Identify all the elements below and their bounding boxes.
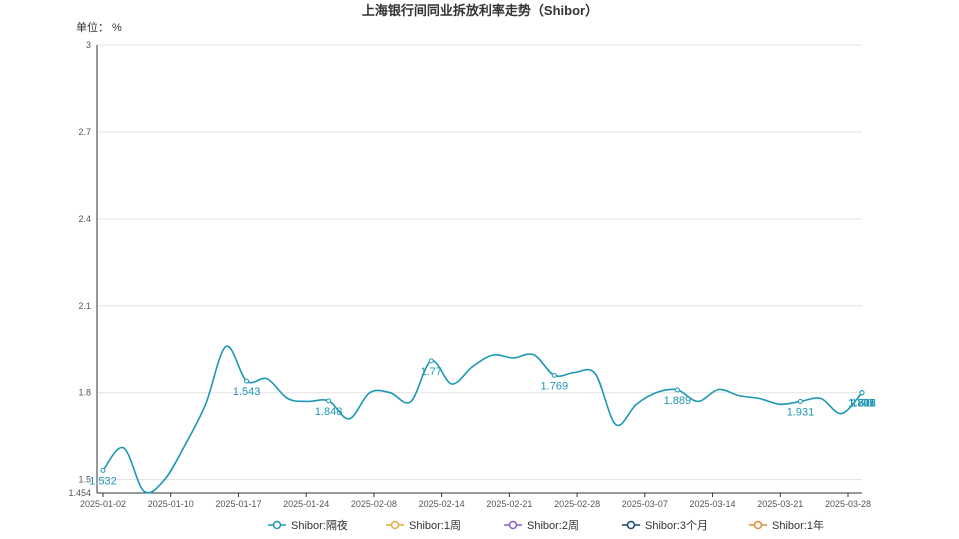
legend-swatch-marker [390, 520, 400, 530]
legend-label: Shibor:1年 [772, 518, 824, 532]
y-tick-label: 1.454 [68, 488, 91, 498]
legend-swatch-marker [508, 520, 518, 530]
series-point [551, 372, 557, 378]
y-tick-label: 1.5 [78, 475, 91, 485]
series-point [674, 387, 680, 393]
data-label: 1.769 [541, 380, 569, 392]
series-point [859, 390, 865, 396]
series-layer [100, 345, 865, 494]
x-tick-label: 2025-03-28 [825, 499, 871, 509]
data-label: 1.865 [848, 398, 876, 410]
series-point [797, 398, 803, 404]
series-0 [100, 345, 865, 494]
x-tick-label: 2025-01-10 [148, 499, 194, 509]
y-tick-label: 2.1 [78, 301, 91, 311]
grid-lines [97, 44, 862, 494]
series-point [326, 398, 332, 404]
legend-label: Shibor:隔夜 [291, 518, 348, 532]
y-tick-label: 1.8 [78, 388, 91, 398]
data-labels: 1.532 1.543 1.848 1.77 1.769 1.889 1.931 1.8651… [89, 366, 876, 488]
y-tick-label: 2.4 [78, 214, 91, 224]
data-label: 1.931 [787, 406, 815, 418]
y-tick-label: 2.7 [78, 127, 91, 137]
legend-item[interactable]: Shibor:3个月 [622, 519, 708, 532]
x-tick-label: 2025-02-28 [554, 499, 600, 509]
legend: Shibor:隔夜 Shibor:1周 Shibor:2周 Shibor:3个月 Shi… [268, 518, 824, 532]
data-label: 1.77 [421, 366, 442, 378]
data-label: 1.811 [849, 398, 876, 410]
x-tick-label: 2025-03-14 [690, 499, 736, 509]
legend-item[interactable]: Shibor:隔夜 [268, 518, 348, 532]
y-unit-label: 单位： % [76, 20, 122, 34]
legend-swatch-marker [753, 520, 763, 530]
x-tick-label: 2025-02-21 [486, 499, 532, 509]
chart-title: 上海银行间同业拆放利率走势（Shibor） [362, 3, 598, 18]
x-tick-label: 2025-01-02 [80, 499, 126, 509]
legend-label: Shibor:3个月 [645, 519, 708, 532]
data-label: 1.543 [233, 386, 261, 398]
y-tick-label: 3 [86, 40, 91, 50]
legend-item[interactable]: Shibor:1周 [386, 519, 461, 532]
legend-label: Shibor:1周 [409, 519, 461, 532]
series-line [102, 345, 863, 494]
legend-item[interactable]: Shibor:1年 [749, 518, 824, 532]
x-tick-label: 2025-02-08 [351, 499, 397, 509]
x-tick-label: 2025-03-21 [757, 499, 803, 509]
data-label: 1.728 [848, 398, 876, 410]
series-point [428, 358, 434, 364]
axes: 1.454 1.5 1.8 2.1 2.4 2.7 3 2025-01-02 2025-01-1… [68, 40, 871, 509]
data-label: 1.889 [664, 395, 692, 407]
legend-swatch-marker [272, 520, 282, 530]
x-tick-label: 2025-01-17 [215, 499, 261, 509]
data-label: 1.532 [89, 475, 117, 487]
series-point [244, 378, 250, 384]
legend-swatch-marker [626, 520, 636, 530]
legend-item[interactable]: Shibor:2周 [504, 519, 579, 532]
data-label: 1.76 [851, 398, 872, 410]
data-label: 1.848 [315, 406, 343, 418]
x-tick-label: 2025-01-24 [283, 499, 329, 509]
legend-label: Shibor:2周 [527, 519, 579, 532]
x-tick-label: 2025-02-14 [419, 499, 465, 509]
data-label: 1.801 [848, 398, 876, 410]
series-point [100, 467, 106, 473]
x-tick-label: 2025-03-07 [622, 499, 668, 509]
